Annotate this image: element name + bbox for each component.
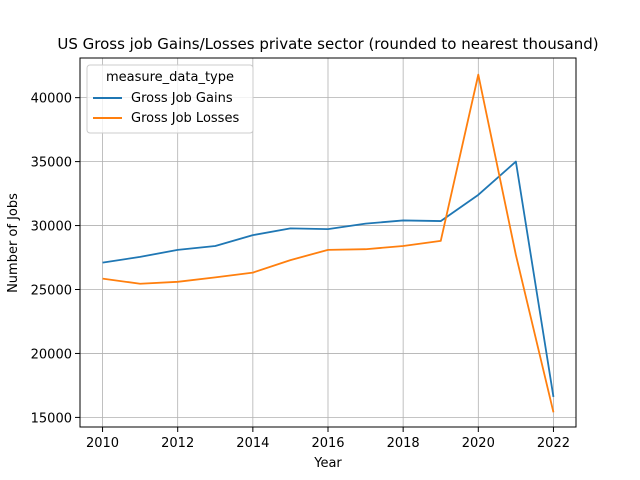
y-tick-label: 40000 [31, 92, 72, 107]
x-tick-label: 2020 [462, 436, 495, 451]
legend-title: measure_data_type [106, 70, 234, 85]
series-lines [102, 73, 555, 413]
legend-entry-gross-job-gains: Gross Job Gains [131, 91, 233, 106]
x-axis-label: Year [313, 456, 342, 471]
y-tick-label: 15000 [31, 411, 72, 426]
y-tick-label: 30000 [31, 220, 72, 235]
y-tick-label: 20000 [31, 347, 72, 362]
legend-entry-gross-job-losses: Gross Job Losses [131, 111, 239, 126]
series-line-gross-job-losses [102, 73, 555, 413]
legend: measure_data_type Gross Job Gains Gross … [86, 64, 254, 134]
y-tick-label: 35000 [31, 156, 72, 171]
x-tick-label: 2022 [537, 436, 570, 451]
y-axis-label: Number of Jobs [6, 193, 21, 293]
y-axis-ticks: 15000 20000 25000 30000 35000 40000 [31, 92, 80, 426]
x-axis-ticks: 2010 2012 2014 2016 2018 2020 2022 [86, 427, 570, 451]
x-tick-label: 2014 [236, 436, 269, 451]
y-tick-label: 25000 [31, 284, 72, 299]
legend-box [86, 64, 254, 134]
series-line-gross-job-gains [102, 160, 555, 398]
x-tick-label: 2010 [86, 436, 119, 451]
chart-title: US Gross job Gains/Losses private sector… [57, 35, 598, 53]
x-tick-label: 2012 [161, 436, 194, 451]
x-tick-label: 2016 [311, 436, 344, 451]
x-tick-label: 2018 [387, 436, 420, 451]
